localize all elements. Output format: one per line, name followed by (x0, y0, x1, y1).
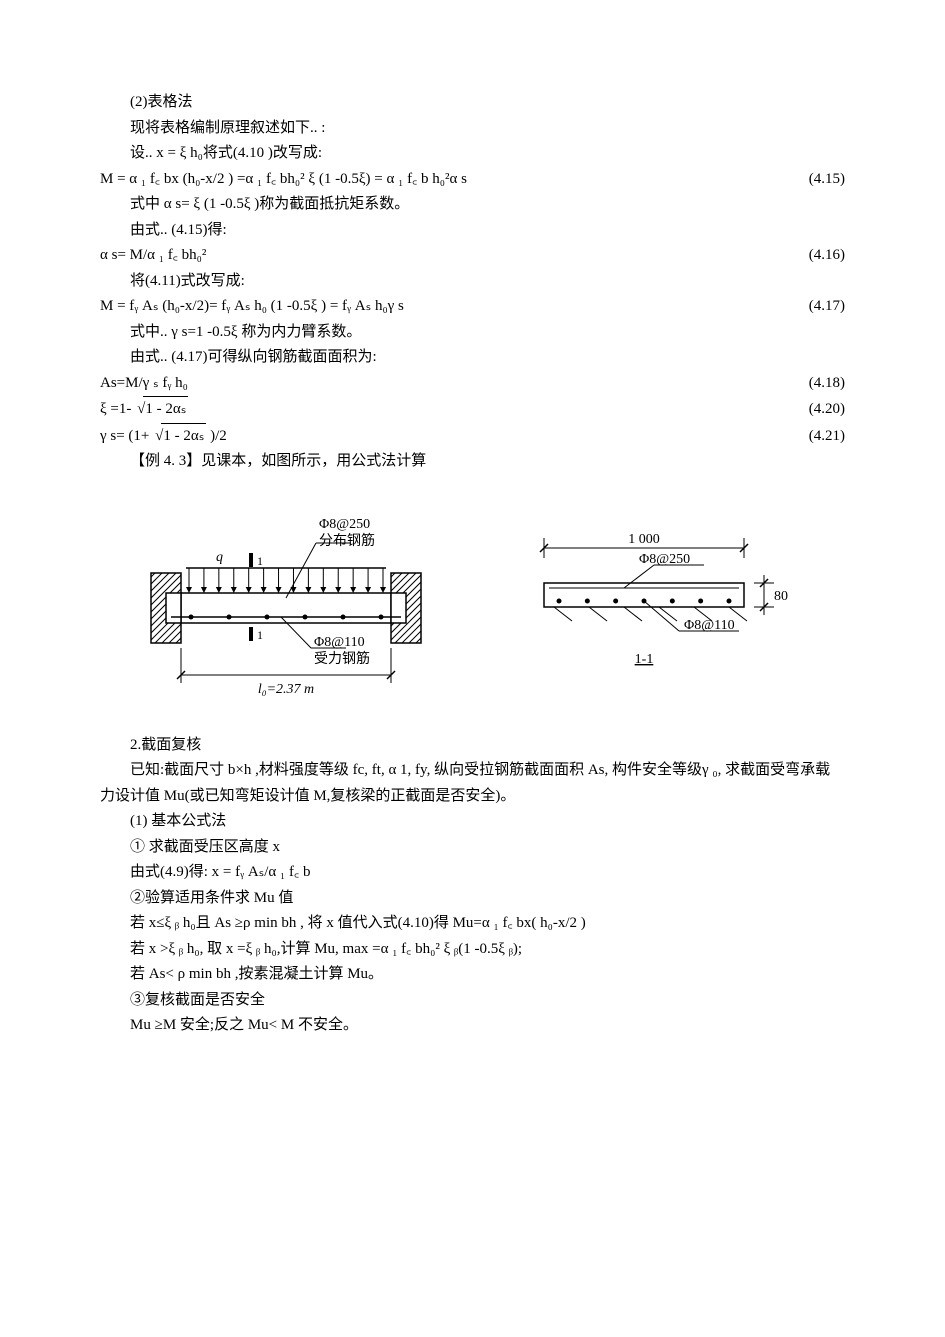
eq-4-20-prefix: ξ =1- (100, 401, 135, 417)
svg-text:Φ8@250: Φ8@250 (639, 552, 690, 567)
para-example: 【例 4. 3】见课本，如图所示，用公式法计算 (100, 449, 845, 475)
figure-section: 1 000 Φ8@250 Φ8@110 80 1-1 (494, 503, 824, 683)
para-eq49: 由式(4.9)得: x = fᵧ Aₛ/α ₁ f꜀ b (100, 860, 845, 886)
para-method1: (1) 基本公式法 (100, 809, 845, 835)
para-verify-title: 2.截面复核 (100, 733, 845, 759)
eq-4-21-num: (4.21) (755, 424, 845, 450)
para-intro: 现将表格编制原理叙述如下.. : (100, 116, 845, 142)
svg-text:q: q (216, 550, 223, 565)
para-gamma-s: 式中.. γ s=1 -0.5ξ 称为内力臂系数。 (100, 320, 845, 346)
svg-text:受力钢筋: 受力钢筋 (314, 650, 370, 667)
para-case3: 若 As< ρ min bh ,按素混凝土计算 Mu。 (100, 962, 845, 988)
eq-4-20: ξ =1- 1 - 2αₛ (4.20) (100, 396, 845, 423)
para-step2: ②验算适用条件求 Mu 值 (100, 886, 845, 912)
eq-4-21-suffix: )/2 (206, 428, 226, 444)
svg-text:80: 80 (774, 589, 788, 604)
eq-4-21-sqrt: 1 - 2αₛ (161, 423, 206, 450)
eq-4-18-expr: As=M/γ ₛ fᵧ h₀ (100, 371, 755, 397)
eq-4-17-expr: M = fᵧ Aₛ (h₀-x/2)= fᵧ Aₛ h₀ (1 -0.5ξ ) … (100, 294, 755, 320)
eq-4-17-num: (4.17) (755, 294, 845, 320)
sqrt-icon: 1 - 2αₛ (135, 396, 188, 423)
eq-4-20-num: (4.20) (755, 397, 845, 423)
eq-4-15-num: (4.15) (755, 167, 845, 193)
page: (2)表格法 现将表格编制原理叙述如下.. : 设.. x = ξ h₀将式(4… (0, 0, 945, 1337)
svg-text:分布钢筋: 分布钢筋 (319, 532, 375, 549)
para-known: 已知:截面尺寸 b×h ,材料强度等级 fc, ft, α 1, fy, 纵向受… (100, 758, 845, 809)
svg-text:l₀=2.37 m: l₀=2.37 m (258, 682, 314, 697)
para-from-415: 由式.. (4.15)得: (100, 218, 845, 244)
para-case1: 若 x≤ξ ᵦ h₀且 As ≥ρ min bh , 将 x 值代入式(4.10… (100, 911, 845, 937)
svg-text:Φ8@250: Φ8@250 (319, 517, 370, 532)
para-let: 设.. x = ξ h₀将式(4.10 )改写成: (100, 141, 845, 167)
para-case2: 若 x >ξ ᵦ h₀, 取 x =ξ ᵦ h₀,计算 Mu, max =α ₁… (100, 937, 845, 963)
eq-4-20-sqrt: 1 - 2αₛ (143, 396, 188, 423)
svg-text:Φ8@110: Φ8@110 (684, 618, 735, 633)
eq-4-17: M = fᵧ Aₛ (h₀-x/2)= fᵧ Aₛ h₀ (1 -0.5ξ ) … (100, 294, 845, 320)
eq-4-16: α s= M/α ₁ f꜀ bh₀² (4.16) (100, 243, 845, 269)
svg-text:1: 1 (257, 628, 263, 642)
svg-text:Φ8@110: Φ8@110 (314, 635, 365, 650)
eq-4-21: γ s= (1+ 1 - 2αₛ )/2 (4.21) (100, 423, 845, 450)
eq-4-16-expr: α s= M/α ₁ f꜀ bh₀² (100, 243, 755, 269)
para-step1: ① 求截面受压区高度 x (100, 835, 845, 861)
svg-text:1-1: 1-1 (634, 652, 653, 667)
figure-elevation: q Φ8@250分布钢筋 1 1 Φ8@110受力钢筋l₀=2.37 m (121, 503, 451, 703)
para-safe: Mu ≥M 安全;反之 Mu< M 不安全。 (100, 1013, 845, 1039)
para-method-title: (2)表格法 (100, 90, 845, 116)
svg-text:1: 1 (257, 554, 263, 568)
para-from-417: 由式.. (4.17)可得纵向钢筋截面面积为: (100, 345, 845, 371)
eq-4-21-prefix: γ s= (1+ (100, 428, 153, 444)
eq-4-15-expr: M = α ₁ f꜀ bx (h₀-x/2 ) =α ₁ f꜀ bh₀² ξ (… (100, 167, 755, 193)
para-rewrite-411: 将(4.11)式改写成: (100, 269, 845, 295)
eq-4-18-num: (4.18) (755, 371, 845, 397)
para-alpha-s: 式中 α s= ξ (1 -0.5ξ )称为截面抵抗矩系数。 (100, 192, 845, 218)
sqrt-icon: 1 - 2αₛ (153, 423, 206, 450)
eq-4-15: M = α ₁ f꜀ bx (h₀-x/2 ) =α ₁ f꜀ bh₀² ξ (… (100, 167, 845, 193)
para-step3: ③复核截面是否安全 (100, 988, 845, 1014)
eq-4-16-num: (4.16) (755, 243, 845, 269)
eq-4-18: As=M/γ ₛ fᵧ h₀ (4.18) (100, 371, 845, 397)
figure-container: qΦ8@250分布钢筋11Φ8@110受力钢筋l₀=2.37 m 1 000Φ8… (100, 503, 845, 703)
svg-text:1 000: 1 000 (628, 532, 660, 547)
